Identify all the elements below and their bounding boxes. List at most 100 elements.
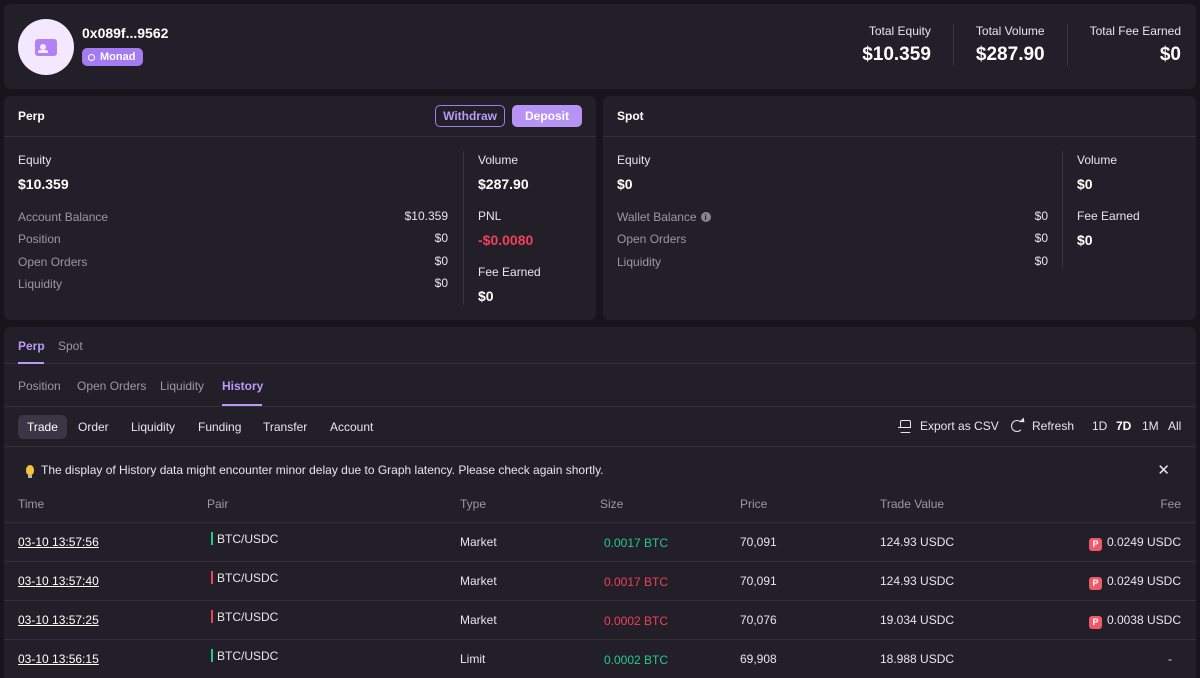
row-fee: P 0.0249 USDC: [1088, 574, 1181, 590]
perp-equity-value: $10.359: [18, 176, 69, 192]
row-label: Account Balance: [18, 210, 109, 224]
pair-text: BTC/USDC: [217, 610, 279, 624]
refresh-label: Refresh: [1032, 419, 1075, 433]
total-equity: Total Equity $10.359: [840, 24, 931, 66]
perp-pnl-value: -$0.0080: [478, 232, 534, 248]
row-label: Liquidity: [617, 255, 662, 269]
total-volume-value: $287.90: [975, 44, 1045, 65]
tab-account[interactable]: Account: [330, 420, 374, 434]
spot-fee: Fee Earned $0: [1077, 209, 1140, 248]
row-value: $0: [1034, 209, 1048, 223]
row-value: $0: [434, 254, 448, 268]
total-volume: Total Volume $287.90: [952, 24, 1045, 66]
active-tab-underline: [18, 362, 44, 364]
row-price: 70,076: [740, 613, 777, 627]
spot-row-liquidity: Liquidity $0: [617, 254, 1048, 270]
spot-row-wallet-balance: Wallet Balance i $0: [617, 209, 1048, 225]
tab-perp[interactable]: Perp: [18, 339, 45, 353]
row-time[interactable]: 03-10 13:57:25: [18, 613, 99, 627]
spot-row-open-orders: Open Orders $0: [617, 231, 1048, 247]
tab-position[interactable]: Position: [18, 379, 61, 393]
tab-liquidity-type[interactable]: Liquidity: [131, 420, 176, 434]
row-pair: BTC/USDC: [211, 610, 278, 624]
latency-notice: The display of History data might encoun…: [26, 463, 604, 478]
row-fee: P 0.0249 USDC: [1088, 535, 1181, 551]
withdraw-button[interactable]: Withdraw: [435, 105, 505, 127]
deposit-button[interactable]: Deposit: [511, 105, 582, 127]
row-label: Wallet Balance i: [617, 209, 711, 225]
row-time[interactable]: 03-10 13:57:56: [18, 535, 99, 549]
range-1d[interactable]: 1D: [1092, 419, 1108, 433]
tab-trade[interactable]: Trade: [18, 415, 67, 439]
row-size: 0.0002 BTC: [604, 614, 669, 628]
row-price: 70,091: [740, 574, 777, 588]
table-row: 03-10 13:57:25 BTC/USDC Market 0.0002 BT…: [4, 601, 1196, 640]
total-equity-value: $10.359: [862, 44, 931, 65]
row-trade-value: 19.034 USDC: [880, 613, 955, 627]
total-fee-label: Total Fee Earned: [1089, 24, 1181, 38]
divider: [463, 151, 464, 305]
col-size: Size: [600, 497, 624, 511]
sell-indicator: [211, 610, 213, 623]
total-equity-label: Total Equity: [868, 24, 931, 38]
avatar: [18, 19, 74, 75]
row-price: 70,091: [740, 535, 777, 549]
totals: Total Equity $10.359 Total Volume $287.9…: [840, 24, 1181, 66]
close-icon[interactable]: ✕: [1157, 462, 1170, 479]
perp-title: Perp: [18, 109, 45, 123]
perp-volume-value: $287.90: [478, 176, 529, 192]
buy-indicator: [211, 532, 213, 545]
wallet-address[interactable]: 0x089f...9562: [82, 25, 169, 41]
chain-badge: Monad: [82, 48, 144, 66]
info-icon[interactable]: i: [700, 212, 711, 222]
tab-order[interactable]: Order: [78, 420, 109, 434]
perp-fee-value: $0: [478, 288, 494, 304]
refresh-icon: [1011, 420, 1023, 432]
tab-spot[interactable]: Spot: [58, 339, 83, 353]
row-label: Open Orders: [617, 232, 687, 246]
range-7d[interactable]: 7D: [1116, 419, 1132, 433]
row-type: Limit: [460, 652, 486, 666]
tab-funding[interactable]: Funding: [198, 420, 242, 434]
perp-volume: Volume $287.90: [478, 153, 529, 192]
tab-transfer[interactable]: Transfer: [263, 420, 308, 434]
range-1m[interactable]: 1M: [1142, 419, 1159, 433]
spot-volume: Volume $0: [1077, 153, 1117, 192]
row-price: 69,908: [740, 652, 777, 666]
refresh-button[interactable]: Refresh: [1011, 419, 1074, 433]
account-header: 0x089f...9562 Monad Total Equity $10.359…: [4, 4, 1196, 89]
row-time[interactable]: 03-10 13:57:40: [18, 574, 99, 588]
perp-equity-label: Equity: [18, 153, 52, 167]
tab-history[interactable]: History: [222, 379, 264, 393]
range-all[interactable]: All: [1168, 419, 1182, 433]
spot-fee-value: $0: [1077, 232, 1093, 248]
table-row: 03-10 13:57:56 BTC/USDC Market 0.0017 BT…: [4, 523, 1196, 562]
spot-title: Spot: [617, 109, 644, 123]
row-value: $10.359: [404, 209, 448, 223]
points-icon: P: [1088, 576, 1102, 590]
type-tabs: Trade Order Liquidity Funding Transfer A…: [4, 407, 1196, 447]
row-type: Market: [460, 574, 497, 588]
spot-panel-header: Spot: [603, 96, 1196, 137]
table-row: 03-10 13:56:15 BTC/USDC Limit 0.0002 BTC…: [4, 640, 1196, 678]
row-size: 0.0002 BTC: [604, 653, 669, 667]
tab-liquidity[interactable]: Liquidity: [160, 379, 205, 393]
total-fee-value: $0: [1159, 44, 1181, 65]
col-pair: Pair: [207, 497, 229, 511]
perp-fee: Fee Earned $0: [478, 265, 541, 304]
lightbulb-icon: [26, 465, 34, 478]
tab-open-orders[interactable]: Open Orders: [77, 379, 147, 393]
spot-equity-value: $0: [617, 176, 633, 192]
spot-fee-label: Fee Earned: [1077, 209, 1140, 223]
perp-fee-label: Fee Earned: [478, 265, 541, 279]
perp-panel: Perp Withdraw Deposit Equity $10.359 Acc…: [4, 96, 596, 320]
export-csv-button[interactable]: Export as CSV: [898, 419, 999, 433]
row-label: Liquidity: [18, 277, 63, 291]
history-panel: Perp Spot Position Open Orders Liquidity…: [4, 327, 1196, 678]
row-pair: BTC/USDC: [211, 649, 278, 663]
pair-text: BTC/USDC: [217, 532, 279, 546]
notice-text: The display of History data might encoun…: [41, 463, 604, 477]
col-trade-value: Trade Value: [880, 497, 945, 511]
perp-panel-header: Perp Withdraw Deposit: [4, 96, 596, 137]
row-time[interactable]: 03-10 13:56:15: [18, 652, 99, 666]
